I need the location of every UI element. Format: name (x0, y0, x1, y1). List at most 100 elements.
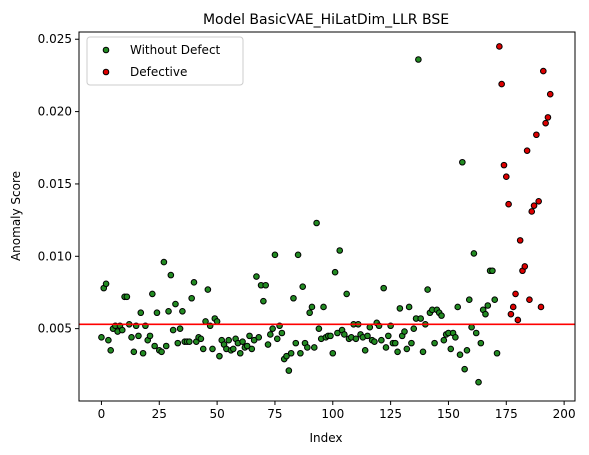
data-point (500, 161, 508, 169)
legend-label-without-defect: Without Defect (130, 43, 221, 57)
data-point (107, 347, 114, 354)
data-point (334, 329, 341, 337)
plot-area (98, 43, 554, 386)
data-point (461, 365, 468, 373)
x-tick-label: 175 (495, 407, 518, 421)
data-point (516, 237, 524, 244)
series-defective (496, 43, 554, 324)
data-point (294, 251, 302, 259)
legend-label-defective: Defective (130, 65, 187, 79)
data-point (290, 294, 297, 302)
data-point (537, 303, 545, 311)
data-point (149, 290, 156, 298)
data-point (396, 305, 404, 312)
data-point (540, 67, 547, 75)
data-point (167, 271, 175, 279)
data-point (391, 339, 399, 347)
data-point (468, 323, 475, 331)
data-point (146, 332, 154, 340)
x-tick-label: 200 (553, 407, 576, 421)
data-point (204, 286, 212, 293)
data-point (438, 312, 445, 319)
data-point (523, 147, 531, 154)
data-point (169, 326, 177, 334)
data-point (292, 339, 300, 347)
y-tick-label: 0.020 (38, 105, 72, 119)
data-point (394, 348, 401, 356)
data-point (285, 367, 293, 374)
data-point (336, 247, 344, 254)
data-point (341, 331, 348, 338)
x-tick-label: 0 (98, 407, 106, 421)
data-point (380, 284, 387, 292)
y-tick-label: 0.005 (38, 322, 72, 336)
data-point (209, 345, 216, 353)
data-point (186, 338, 193, 345)
data-point (306, 309, 313, 317)
data-point (405, 303, 413, 311)
data-point (174, 339, 182, 347)
data-point (304, 344, 311, 351)
x-tick-label: 25 (152, 407, 167, 421)
data-point (361, 347, 369, 354)
data-point (472, 329, 480, 337)
data-point (410, 325, 418, 332)
data-point (135, 332, 142, 340)
data-point (160, 258, 168, 266)
data-point (310, 344, 318, 351)
x-tick-label: 50 (209, 407, 224, 421)
data-point (273, 335, 281, 343)
data-point (477, 339, 485, 347)
data-point (162, 342, 170, 350)
data-point (382, 344, 390, 351)
data-point (482, 310, 489, 318)
data-point (408, 339, 415, 347)
data-point (465, 296, 473, 304)
y-axis-ticks: 0.005 0.010 0.015 0.020 0.025 (38, 32, 79, 336)
x-tick-label: 125 (379, 407, 402, 421)
data-point (456, 351, 464, 358)
data-point (544, 114, 552, 121)
series-without-defect (98, 56, 501, 386)
data-point (530, 202, 538, 209)
data-point (496, 43, 503, 50)
data-point (352, 335, 360, 343)
data-point (475, 378, 482, 386)
data-point (105, 336, 112, 344)
data-point (528, 208, 536, 215)
data-point (463, 347, 471, 354)
data-point (417, 315, 424, 322)
data-point (123, 293, 131, 301)
data-point (246, 332, 253, 340)
data-point (315, 325, 323, 332)
data-point (526, 296, 533, 304)
data-point (118, 326, 126, 334)
data-point (202, 318, 209, 325)
x-axis-label: Index (309, 431, 342, 445)
data-point (498, 80, 505, 88)
data-point (243, 342, 251, 350)
data-point (313, 219, 320, 227)
data-point (299, 283, 307, 290)
data-point (151, 342, 158, 350)
data-point (287, 349, 295, 357)
data-point (419, 348, 427, 356)
data-point (452, 334, 459, 341)
data-point (371, 338, 378, 345)
data-point (493, 349, 501, 357)
data-point (269, 325, 276, 332)
legend-box (86, 36, 244, 86)
data-point (130, 348, 138, 356)
data-point (216, 352, 223, 360)
plot-frame (78, 31, 576, 402)
data-point (213, 318, 221, 325)
data-point (364, 332, 371, 340)
data-point (343, 290, 350, 298)
data-point (378, 336, 385, 344)
data-point (320, 303, 327, 311)
data-point (179, 307, 186, 315)
data-point (197, 335, 205, 343)
y-axis-label: Anomaly Score (9, 171, 23, 261)
data-point (248, 345, 256, 353)
x-tick-label: 100 (321, 407, 344, 421)
